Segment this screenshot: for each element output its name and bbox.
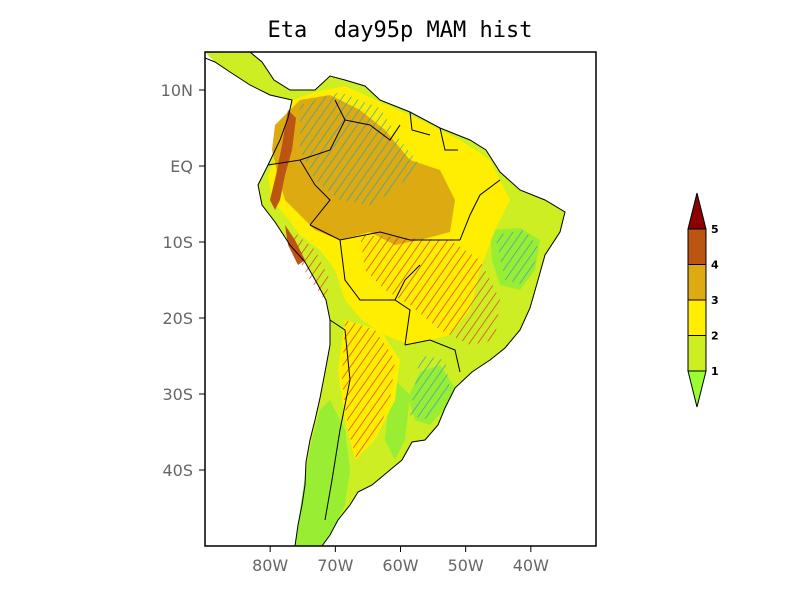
coastline — [205, 52, 566, 546]
colorbar-level-label: 1 — [711, 365, 719, 378]
colorbar-level-label: 4 — [711, 259, 719, 272]
hatch-increase-central — [360, 235, 500, 345]
lat-tick-label: 10N — [161, 81, 193, 100]
hatch-increase-andes — [292, 230, 330, 300]
hatch-decrease-amazon — [300, 92, 420, 205]
map-content — [205, 52, 566, 546]
hatch-decrease-east — [495, 230, 540, 285]
lat-tick-label: 10S — [162, 233, 193, 252]
longitude-axis: 80W 70W 60W 50W 40W — [252, 546, 549, 575]
colorbar: 1 2 3 4 5 — [687, 192, 719, 408]
lat-tick-label: 20S — [162, 309, 193, 328]
colorbar-level-label: 5 — [711, 223, 719, 236]
lon-tick-label: 50W — [448, 556, 484, 575]
lat-tick-label: EQ — [170, 157, 193, 176]
colorbar-level-label: 2 — [711, 330, 719, 343]
colorbar-max-arrow — [687, 192, 707, 230]
colorbar-min-arrow — [687, 370, 707, 408]
latitude-axis: 10N EQ 10S 20S 30S 40S — [161, 81, 205, 480]
colorbar-segment — [687, 335, 707, 372]
colorbar-segment — [687, 264, 707, 301]
andes-highest — [270, 110, 296, 210]
west-coastline — [205, 57, 331, 546]
lat-tick-label: 30S — [162, 385, 193, 404]
lon-tick-label: 60W — [382, 556, 418, 575]
colorbar-segment — [687, 228, 707, 265]
hatch-decrease-south — [410, 355, 450, 420]
colorbar-segment — [687, 299, 707, 336]
southern-cone-low — [295, 400, 350, 546]
lat-tick-label: 40S — [162, 461, 193, 480]
lon-tick-label: 70W — [317, 556, 353, 575]
map-title: Eta day95p MAM hist — [267, 18, 533, 43]
lon-tick-label: 40W — [513, 556, 549, 575]
country-borders — [267, 99, 501, 521]
colorbar-level-label: 3 — [711, 294, 719, 307]
hatch-increase-argentina — [342, 320, 395, 465]
lon-tick-label: 80W — [252, 556, 288, 575]
